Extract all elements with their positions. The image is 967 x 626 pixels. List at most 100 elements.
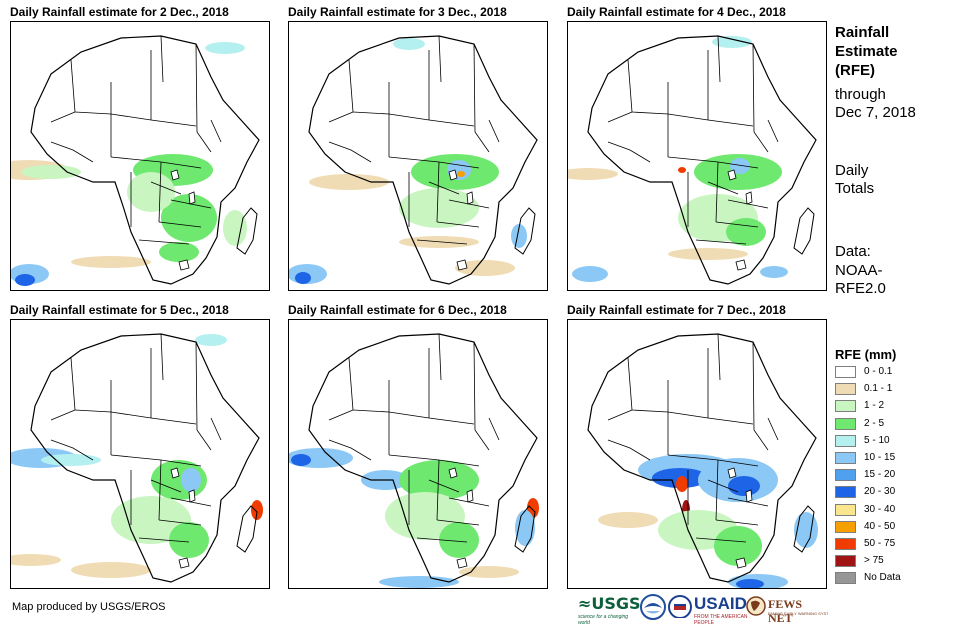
lake-outline [178, 259, 190, 271]
map-frame [567, 319, 827, 589]
rainfall-area [728, 476, 760, 496]
lake-outline [735, 557, 747, 569]
legend-label: 2 - 5 [864, 417, 885, 429]
data-source-2: NOAA- [835, 262, 883, 279]
madagascar-outline [793, 207, 815, 255]
africa-coastline [587, 333, 817, 583]
country-border [436, 459, 440, 521]
legend-label: 40 - 50 [864, 520, 896, 532]
country-border [428, 181, 460, 195]
country-border [352, 409, 390, 413]
rfe-legend: RFE (mm) 0 - 0.1 0.1 - 1 1 - 2 2 - 5 5 - 10 1… [835, 346, 901, 587]
legend-label: 5 - 10 [864, 434, 890, 446]
lake-outline [178, 557, 190, 569]
rainfall-area [730, 158, 750, 174]
usaid-seal-icon [668, 595, 692, 619]
country-border [328, 439, 372, 461]
rainfall-area [598, 512, 658, 528]
through-label: through [835, 86, 886, 103]
legend-title: RFE (mm) [835, 347, 897, 362]
country-border [388, 454, 440, 461]
lake-outline [735, 259, 747, 271]
country-border [388, 113, 430, 121]
rainfall-area [712, 36, 752, 48]
rainfall-area [678, 167, 686, 173]
lake-outline [727, 169, 737, 181]
country-border [767, 417, 779, 441]
country-border [150, 119, 197, 127]
rainfall-area [309, 174, 389, 190]
panel-day-3: Daily Rainfall estimate for 3 Dec., 2018 [288, 4, 556, 294]
map-frame [10, 319, 270, 589]
rainfall-area [181, 468, 201, 492]
legend-label: 30 - 40 [864, 503, 896, 515]
legend-item: > 75 [835, 553, 896, 570]
lake-outline [448, 169, 458, 181]
lake-outline [466, 489, 474, 503]
country-border [388, 156, 440, 163]
country-border [160, 35, 164, 83]
legend-label: No Data [864, 572, 901, 584]
lake-outline [745, 489, 753, 503]
country-border [473, 341, 476, 431]
country-border [752, 341, 755, 431]
panel-title: Daily Rainfall estimate for 3 Dec., 2018 [288, 5, 507, 19]
country-border [607, 439, 651, 461]
lake-outline [170, 169, 180, 181]
country-border [110, 113, 152, 121]
map-frame [567, 21, 827, 291]
rainfall-area [159, 242, 199, 262]
legend-swatch [835, 555, 856, 568]
legend-swatch [835, 417, 856, 430]
legend-label: 0.1 - 1 [864, 383, 893, 395]
country-border [436, 161, 440, 223]
country-border [416, 537, 468, 543]
legend-item: 30 - 40 [835, 502, 896, 519]
rainfall-area [41, 454, 101, 466]
legend-label: 1 - 2 [864, 400, 885, 412]
madagascar-outline [514, 505, 536, 553]
rainfall-area [714, 526, 762, 566]
rainfall-area [205, 42, 245, 54]
rainfall-map [11, 35, 260, 286]
legend-swatch [835, 383, 856, 396]
country-border [74, 111, 112, 115]
country-border [767, 119, 779, 143]
country-border [160, 333, 164, 381]
country-border [488, 417, 500, 441]
rainfall-area [393, 38, 425, 50]
rainfall-area [295, 272, 311, 284]
country-border [416, 239, 468, 245]
legend-label: > 75 [864, 555, 884, 567]
lake-outline [170, 467, 180, 479]
fews-net-logo: FEWS NET FAMINE EARLY WARNING SYSTEMS NE… [746, 594, 828, 625]
country-border [110, 411, 152, 419]
panel-day-5: Daily Rainfall estimate for 5 Dec., 2018 [10, 302, 278, 592]
country-border [607, 409, 633, 421]
rainfall-area [572, 266, 608, 282]
through-date: Dec 7, 2018 [835, 104, 916, 121]
country-border [752, 43, 755, 133]
country-border [627, 59, 633, 113]
country-border [753, 131, 769, 153]
country-border [110, 454, 162, 461]
africa-coastline [587, 35, 817, 285]
rainfall-area [515, 510, 535, 546]
madagascar-outline [236, 207, 258, 255]
country-border [196, 131, 212, 153]
map-frame [288, 21, 548, 291]
country-border [150, 181, 182, 195]
country-border [707, 417, 754, 425]
country-border [707, 119, 754, 127]
daily-label-2: Totals [835, 180, 875, 197]
country-border [717, 161, 759, 169]
country-border [196, 429, 212, 451]
country-border [695, 239, 747, 245]
country-border [158, 459, 162, 521]
country-border [438, 161, 480, 169]
country-border [707, 479, 739, 493]
country-border [328, 409, 354, 421]
country-border [195, 43, 198, 133]
country-border [438, 459, 480, 467]
legend-swatch [835, 366, 856, 378]
